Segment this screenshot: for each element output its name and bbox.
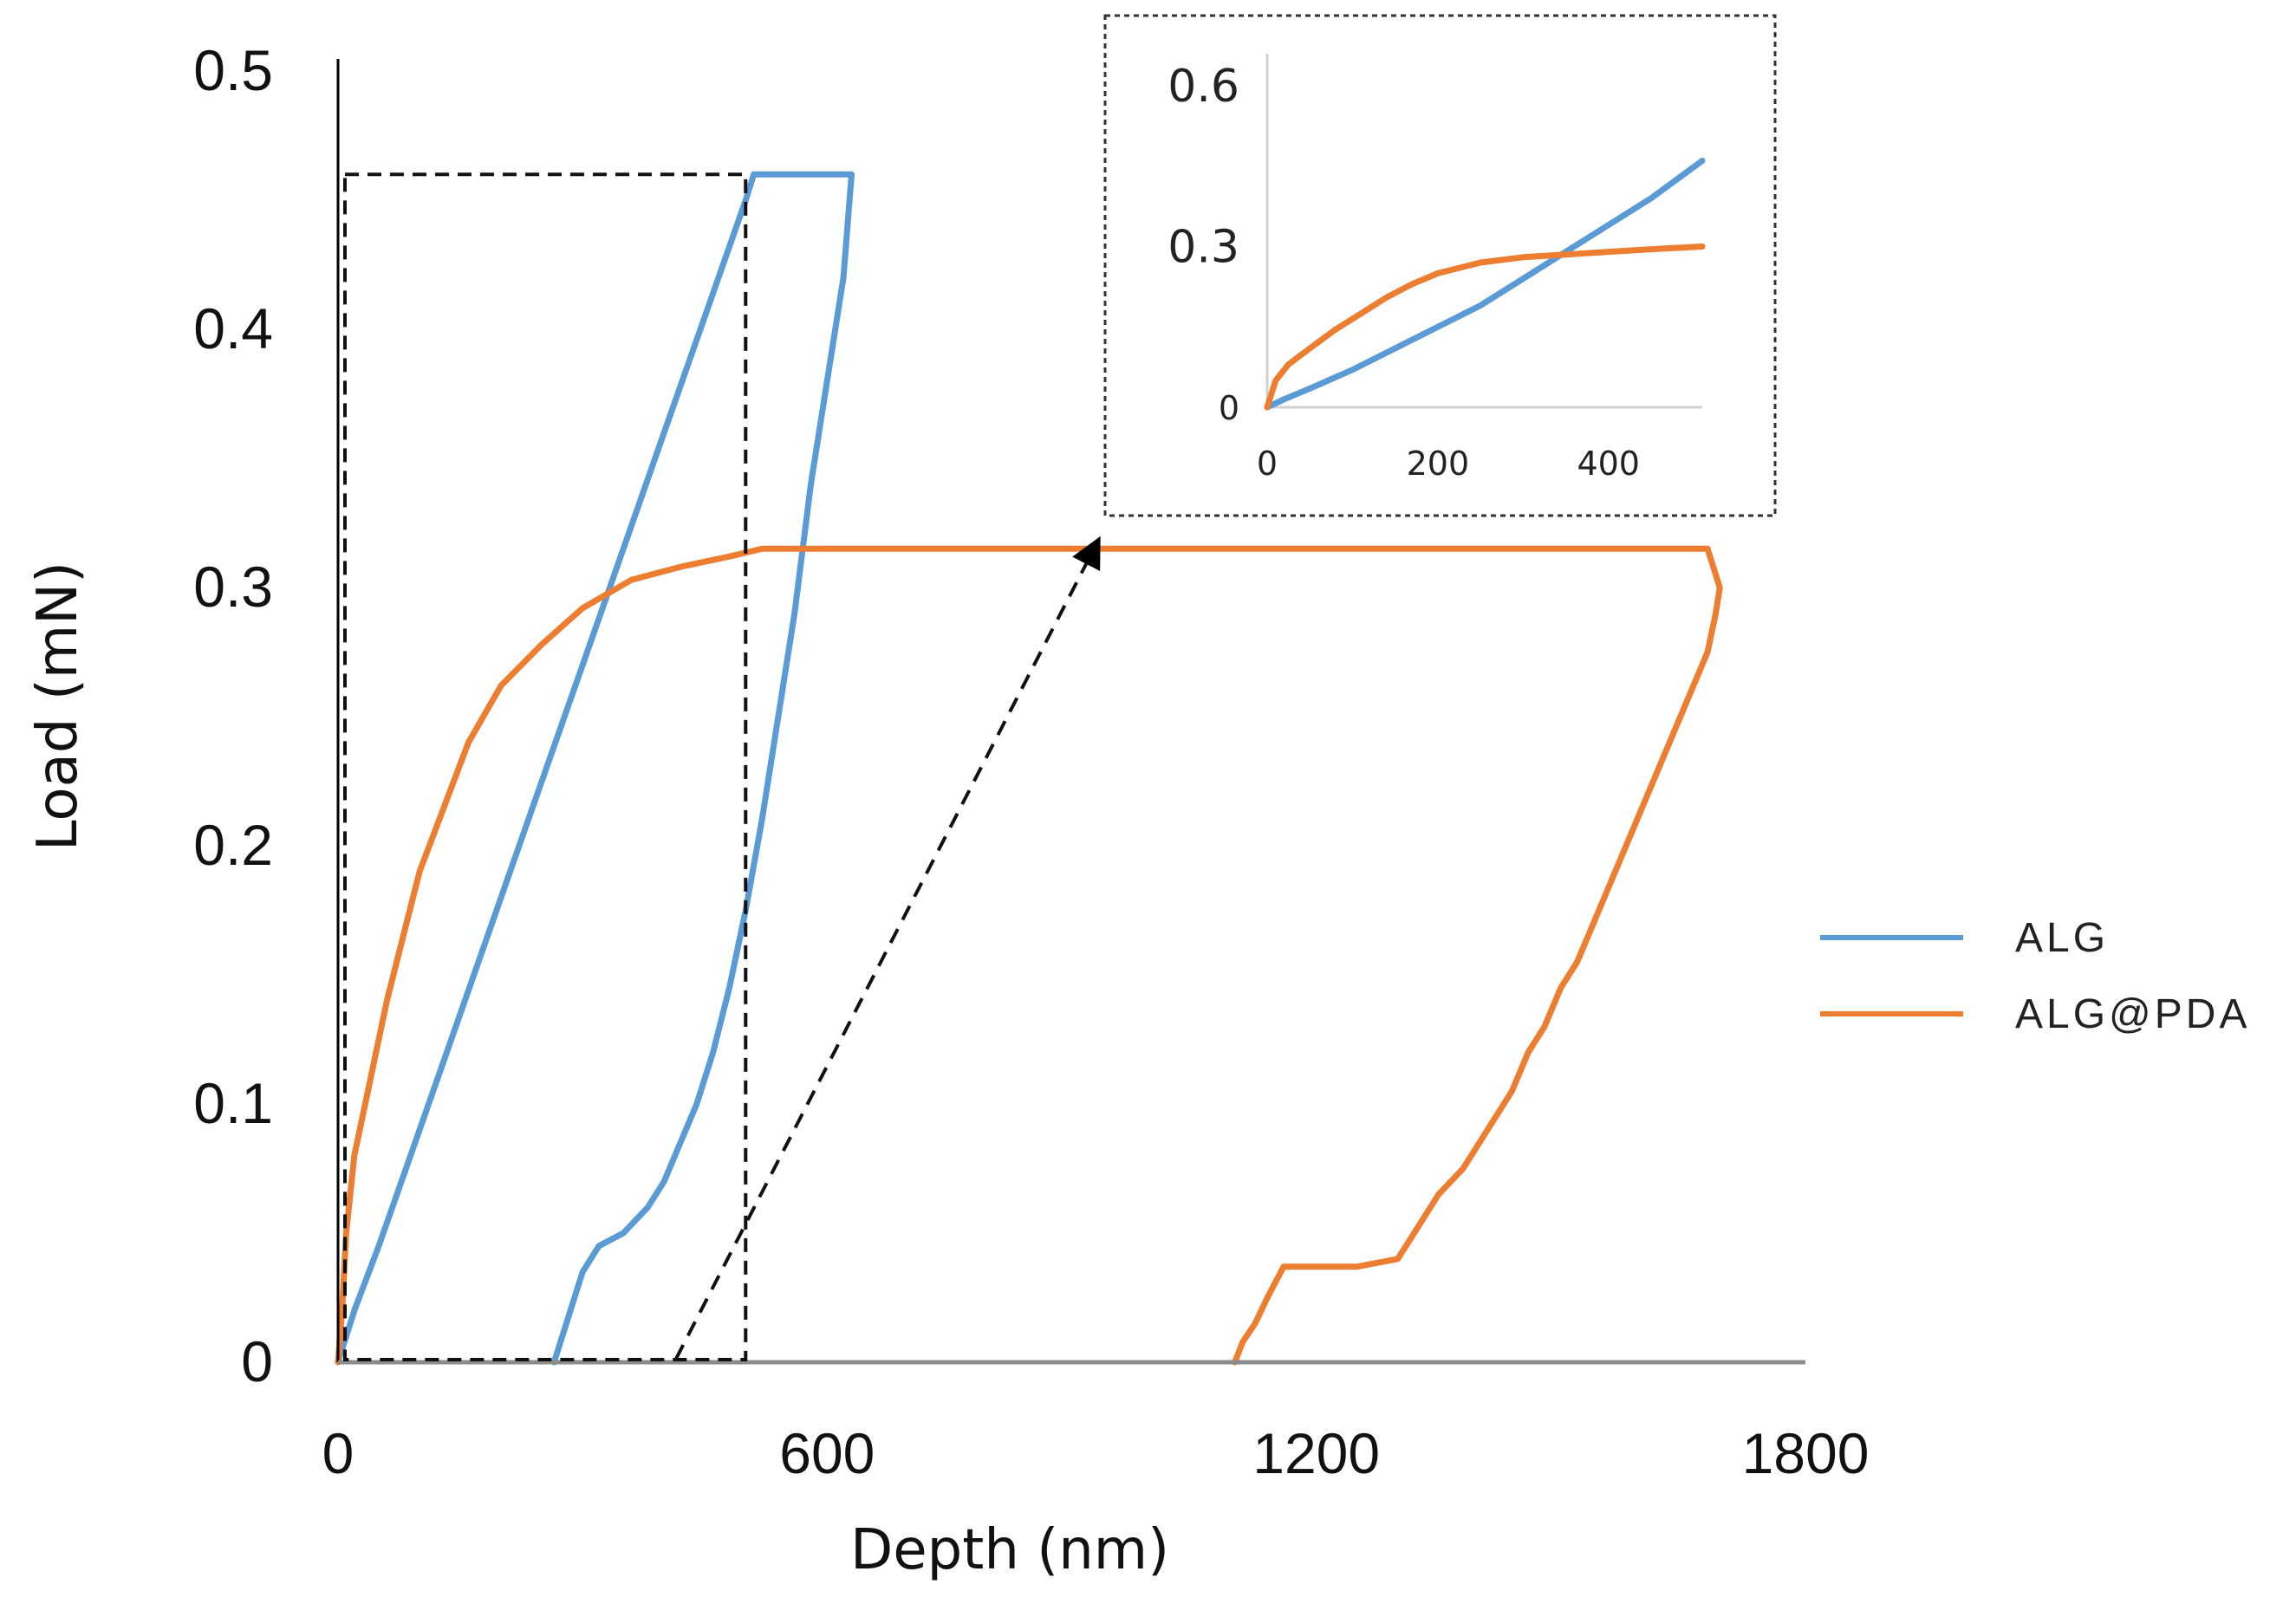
zoom-callout-arrow <box>674 536 1101 1360</box>
inset-y-tick-label: 0.6 <box>1168 61 1239 113</box>
y-tick-label: 0 <box>241 1329 273 1393</box>
y-tick-label: 0.5 <box>193 38 273 102</box>
zoom-region-box <box>343 172 748 1362</box>
main-series-group <box>335 171 1723 1366</box>
inset-y-tick-labels: 0 0.3 0.6 <box>1168 61 1239 427</box>
inset-series-line-alg <box>1264 158 1706 411</box>
main-y-tick-labels: 0 0.1 0.2 0.3 0.4 0.5 <box>193 38 273 1393</box>
inset-x-tick-label: 200 <box>1407 445 1470 483</box>
inset-y-tick-label: 0.3 <box>1168 221 1239 273</box>
main-plot: 0 0.1 0.2 0.3 0.4 0.5 0 600 1200 1800 Depth (nm)… <box>26 38 1869 1582</box>
inset-series-group <box>1264 158 1706 411</box>
inset-series-line-alg-pda <box>1264 244 1706 411</box>
legend-label-alg-pda: ALG@PDA <box>2015 991 2250 1037</box>
y-tick-label: 0.4 <box>193 296 273 360</box>
x-tick-label: 0 <box>322 1421 354 1485</box>
inset-frame <box>1103 14 1777 517</box>
x-tick-label: 1200 <box>1252 1421 1380 1485</box>
x-tick-label: 600 <box>779 1421 875 1485</box>
y-tick-label: 0.2 <box>193 813 273 877</box>
main-x-tick-labels: 0 600 1200 1800 <box>322 1421 1870 1485</box>
inset-x-tick-label: 0 <box>1257 445 1278 483</box>
series-line-alg-pda <box>335 545 1723 1366</box>
y-tick-label: 0.3 <box>193 555 273 619</box>
inset-x-tick-labels: 0 200 400 <box>1257 445 1640 483</box>
legend-item-alg-pda: ALG@PDA <box>1820 991 2250 1037</box>
x-axis-title: Depth (nm) <box>850 1518 1169 1582</box>
legend-label-alg: ALG <box>2015 915 2109 961</box>
series-line-alg <box>335 171 855 1366</box>
inset-plot: 0 0.3 0.6 0 200 400 <box>1103 14 1777 517</box>
legend-item-alg: ALG <box>1820 915 2109 961</box>
y-tick-label: 0.1 <box>193 1071 273 1135</box>
x-tick-label: 1800 <box>1742 1421 1870 1485</box>
inset-x-tick-label: 400 <box>1577 445 1640 483</box>
legend: ALG ALG@PDA <box>1820 915 2250 1037</box>
inset-y-tick-label: 0 <box>1219 389 1239 427</box>
y-axis-title: Load (mN) <box>26 562 90 851</box>
